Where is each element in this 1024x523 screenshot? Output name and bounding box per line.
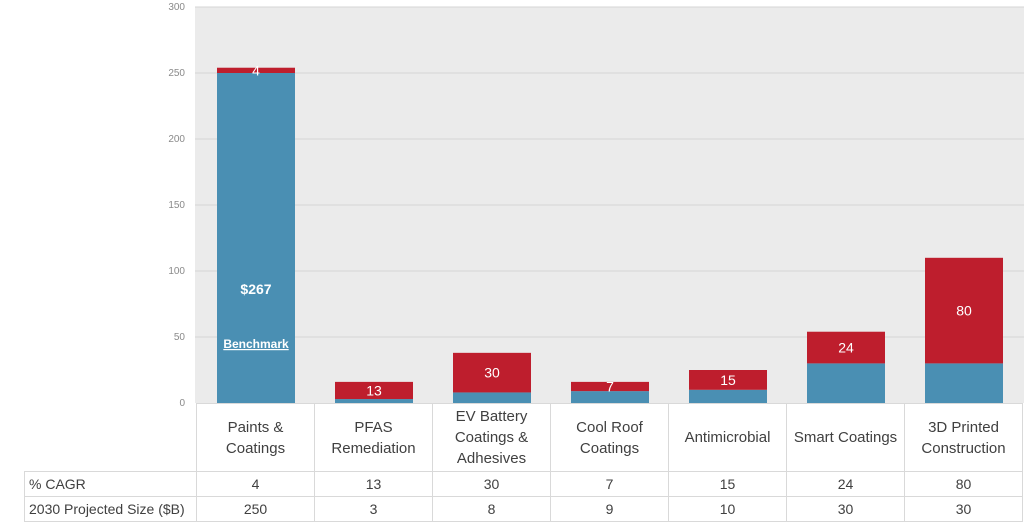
- bar-segment-size: [689, 389, 767, 403]
- row-label-projected-size: 2030 Projected Size ($B): [24, 496, 197, 522]
- y-tick-label: 50: [174, 332, 186, 343]
- category-label-line: PFAS: [354, 418, 393, 436]
- bar-segment-size: [807, 363, 885, 403]
- annotation-benchmark: Benchmark: [223, 337, 289, 351]
- bar-segment-cagr: [925, 257, 1003, 364]
- category-label: Paints & Coatings: [196, 403, 315, 472]
- row-label-cagr: % CAGR: [24, 471, 197, 497]
- data-label: 15: [720, 372, 736, 388]
- category-label-line: 3D Printed: [928, 418, 999, 436]
- y-tick-label: 250: [168, 68, 185, 79]
- y-tick-label: 300: [168, 2, 185, 13]
- table-cell: 250: [196, 496, 315, 522]
- table-cell: 10: [668, 496, 787, 522]
- y-tick-label: 200: [168, 134, 185, 145]
- data-label: 4: [252, 62, 260, 78]
- bar-segment-cagr: [689, 370, 767, 390]
- table-cell: 3: [314, 496, 433, 522]
- category-label-line: Coatings: [225, 439, 286, 457]
- category-label-line: Remediation: [331, 439, 416, 457]
- bar-segment-cagr: [571, 381, 649, 392]
- bar-segment-cagr: [335, 381, 413, 400]
- category-label-line: Smart Coatings: [793, 429, 898, 446]
- table-row: % CAGR 4 13 30 7 15 24 80: [24, 471, 1023, 497]
- category-label: Smart Coatings: [786, 403, 905, 472]
- data-label: 24: [838, 340, 854, 356]
- category-label: Cool Roof Coatings: [550, 403, 669, 472]
- bar-segment-size: [217, 73, 295, 403]
- bar-segment-cagr: [453, 352, 531, 393]
- y-tick-label: 100: [168, 266, 185, 277]
- category-label-line: Paints &: [227, 418, 284, 436]
- category-label: Antimicrobial: [668, 403, 787, 472]
- bar-segment-size: [453, 392, 531, 403]
- category-label-line: Coatings: [579, 439, 640, 457]
- category-label-line: Construction: [921, 439, 1006, 457]
- annotation-value: $267: [240, 281, 271, 297]
- bar-segment-cagr: [807, 331, 885, 364]
- category-label-line: EV Battery: [455, 408, 528, 425]
- table-cell: 24: [786, 471, 905, 497]
- table-cell: 9: [550, 496, 669, 522]
- category-header-row: Paints & Coatings PFAS Remediation EV Batter…: [25, 403, 1023, 472]
- table-cell: 80: [904, 471, 1023, 497]
- table-cell: 30: [432, 471, 551, 497]
- table-cell: 7: [550, 471, 669, 497]
- table-corner: [25, 404, 197, 472]
- data-label: 80: [956, 303, 972, 319]
- y-tick-label: 150: [168, 200, 185, 211]
- category-label-line: Cool Roof: [576, 418, 643, 436]
- data-label: 30: [484, 365, 500, 381]
- y-tick-label: 0: [179, 398, 185, 409]
- table-cell: 13: [314, 471, 433, 497]
- table-cell: 4: [196, 471, 315, 497]
- table-cell: 30: [904, 496, 1023, 522]
- table-row: 2030 Projected Size ($B) 250 3 8 9 10 30 30: [24, 496, 1023, 522]
- data-table: Paints & Coatings PFAS Remediation EV Batter…: [24, 403, 1023, 522]
- table-cell: 30: [786, 496, 905, 522]
- category-label: PFAS Remediation: [314, 403, 433, 472]
- category-label: 3D Printed Construction: [904, 403, 1023, 472]
- table-cell: 15: [668, 471, 787, 497]
- bar-segment-size: [571, 391, 649, 403]
- data-label: 7: [606, 379, 614, 395]
- category-label-line: Adhesives: [456, 450, 527, 467]
- category-label: EV Battery Coatings & Adhesives: [432, 403, 551, 472]
- bar-segment-size: [925, 363, 1003, 403]
- bar-segment-size: [335, 399, 413, 403]
- category-label-line: Coatings &: [454, 429, 529, 446]
- bar-segment-cagr: [217, 67, 295, 73]
- category-label-line: Antimicrobial: [684, 429, 771, 446]
- data-label: 13: [366, 382, 382, 398]
- table-cell: 8: [432, 496, 551, 522]
